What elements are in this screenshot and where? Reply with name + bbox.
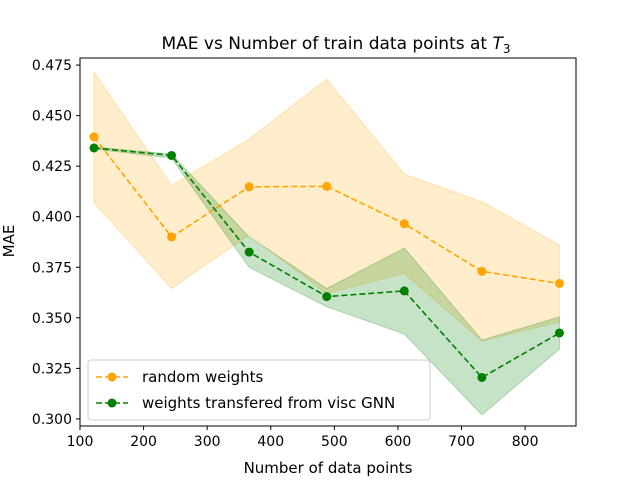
x-axis-ticks: 100 200 300 400 500 600 700 800	[67, 426, 539, 450]
x-tick-label-2: 300	[194, 434, 221, 450]
chart-title: MAE vs Number of train data points at T3	[161, 34, 510, 56]
x-axis-title: Number of data points	[244, 459, 413, 477]
y-tick-label-5: 0.425	[32, 159, 72, 175]
x-tick-label-5: 600	[385, 434, 412, 450]
legend: random weights weights transfered from v…	[87, 359, 431, 421]
point-series-0-1	[167, 232, 177, 242]
chart-title-math-base: T	[493, 34, 505, 54]
legend-label-random-weights: random weights	[142, 368, 264, 386]
plot-area-frame	[79, 57, 577, 427]
point-series-0-5	[477, 266, 487, 276]
legend-frame	[87, 359, 431, 421]
point-series-0-0	[89, 132, 99, 142]
point-series-1-0	[89, 143, 99, 153]
point-series-1-2	[244, 247, 254, 257]
y-tick-label-2: 0.350	[32, 311, 72, 327]
y-tick-label-0: 0.300	[32, 412, 72, 428]
x-tick-label-1: 200	[130, 434, 157, 450]
chart-title-text: MAE vs Number of train data points at	[161, 34, 492, 54]
point-series-0-3	[322, 181, 332, 191]
point-series-0-6	[554, 278, 564, 288]
confidence-bands	[93, 70, 560, 416]
y-axis-ticks: 0.300 0.325 0.350 0.375 0.400 0.425 0.450 0.475	[32, 58, 80, 428]
y-tick-label-4: 0.400	[32, 210, 72, 226]
series-markers	[89, 132, 564, 382]
point-series-1-5	[477, 372, 487, 382]
band-series-0	[93, 70, 560, 342]
band-series-1	[93, 146, 560, 416]
point-series-1-4	[399, 286, 409, 296]
x-tick-label-3: 400	[257, 434, 284, 450]
point-series-0-4	[399, 219, 409, 229]
x-tick-label-7: 800	[512, 434, 539, 450]
legend-marker-transfer-weights	[107, 398, 117, 408]
x-tick-label-4: 500	[321, 434, 348, 450]
y-tick-label-3: 0.375	[32, 260, 72, 276]
chart-title-math-subscript: 3	[503, 42, 511, 56]
x-tick-label-6: 700	[448, 434, 475, 450]
point-series-1-1	[167, 150, 177, 160]
y-tick-label-7: 0.475	[32, 58, 72, 74]
point-series-0-2	[244, 182, 254, 192]
point-series-1-6	[554, 328, 564, 338]
legend-label-transfer-weights: weights transfered from visc GNN	[142, 394, 395, 412]
point-series-1-3	[322, 292, 332, 302]
y-axis-title: MAE	[0, 225, 18, 258]
x-tick-label-0: 100	[67, 434, 94, 450]
y-tick-label-1: 0.325	[32, 361, 72, 377]
legend-marker-random-weights	[107, 372, 117, 382]
y-tick-label-6: 0.450	[32, 109, 72, 125]
